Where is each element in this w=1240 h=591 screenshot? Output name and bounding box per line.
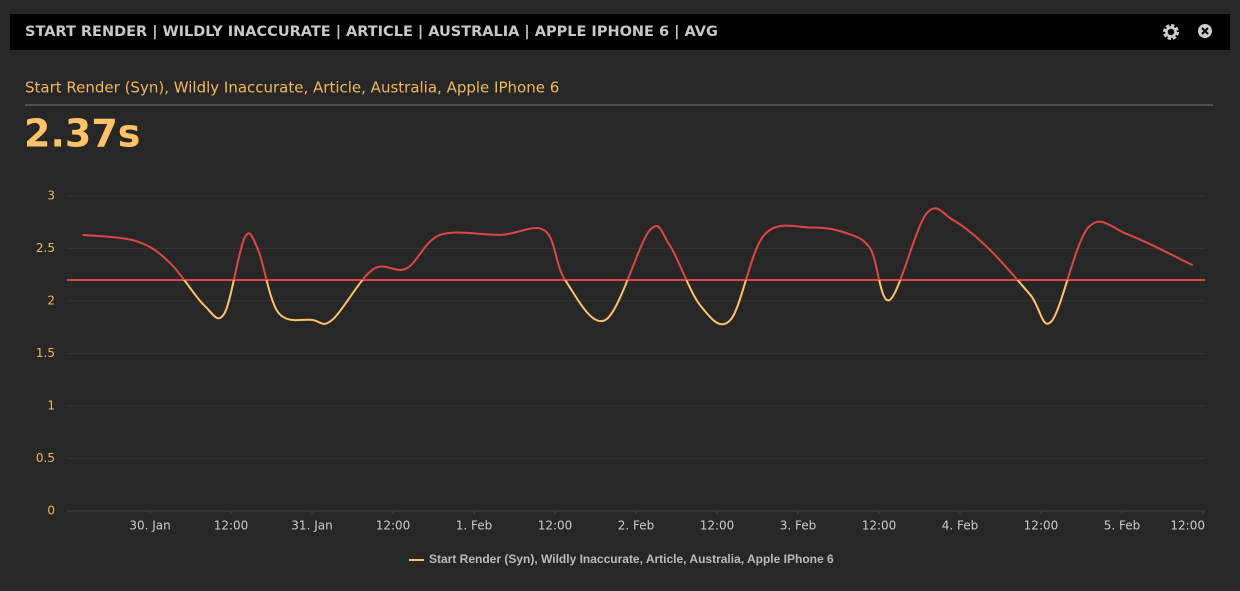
x-tick-label: 12:00 [862, 519, 897, 533]
y-tick-label: 1.5 [36, 346, 55, 360]
y-tick-label: 0.5 [36, 451, 55, 465]
subtitle: Start Render (Syn), Wildly Inaccurate, A… [25, 79, 559, 97]
y-tick-label: 0 [47, 504, 55, 518]
close-x [1201, 27, 1209, 35]
header-title: START RENDER | WILDLY INACCURATE | ARTIC… [25, 24, 718, 40]
header-bar [10, 14, 1230, 50]
x-tick-label: 3. Feb [780, 519, 817, 533]
y-tick-label: 2.5 [36, 241, 55, 255]
x-tick-label: 12:00 [538, 519, 573, 533]
x-tick-label: 12:00 [700, 519, 735, 533]
x-tick-label: 12:00 [1024, 519, 1059, 533]
y-tick-label: 1 [47, 399, 55, 413]
x-tick-label: 4. Feb [942, 519, 979, 533]
x-tick-label: 5. Feb [1104, 519, 1141, 533]
series-line [82, 207, 1194, 326]
y-tick-label: 3 [47, 189, 55, 203]
legend-label: Start Render (Syn), Wildly Inaccurate, A… [429, 552, 834, 566]
x-tick-label: 2. Feb [618, 519, 655, 533]
x-tick-label: 1. Feb [456, 519, 493, 533]
gear [1163, 24, 1179, 40]
gear-ring [1165, 26, 1177, 38]
x-tick-label: 12:00 [376, 519, 411, 533]
close-icon[interactable] [1198, 24, 1212, 38]
x-tick-label: 12:00 [214, 519, 249, 533]
settings-icon[interactable] [1163, 24, 1179, 40]
x-tick-label: 31. Jan [291, 519, 332, 533]
x-tick-label: 30. Jan [129, 519, 170, 533]
x-tick-label: 12:00 [1170, 519, 1205, 533]
y-tick-label: 2 [47, 294, 55, 308]
big-value: 2.37s [24, 112, 140, 156]
